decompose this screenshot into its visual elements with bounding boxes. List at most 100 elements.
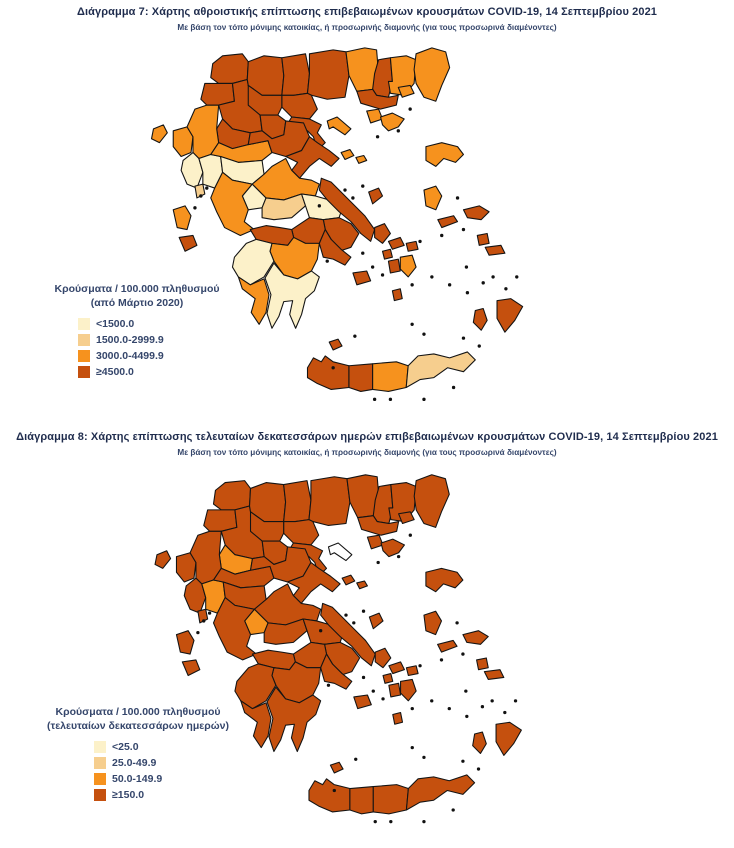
region-kythira [328, 338, 343, 351]
legend-swatch [78, 333, 90, 346]
legend-item: <25.0 [94, 740, 260, 753]
islet-speck [396, 554, 401, 559]
map2-legend-title-line1: Κρούσματα / 100.000 πληθυσμού [55, 706, 221, 718]
islet-speck [396, 129, 400, 133]
islet-speck [410, 706, 414, 711]
islet-speck [344, 613, 348, 617]
islet-speck [361, 609, 366, 613]
islet-speck [410, 322, 414, 326]
legend-label: 25.0-49.9 [112, 756, 157, 769]
region-samos [462, 630, 489, 645]
map1-legend-rows: <1500.0 1500.0-2999.9 3000.0-4499.9 ≥4500.0 [78, 317, 252, 378]
legend-item: ≥4500.0 [78, 365, 252, 378]
islet-speck [430, 275, 434, 279]
legend-label: ≥150.0 [112, 788, 145, 801]
region-argolis [320, 653, 353, 690]
islet-speck [317, 204, 322, 208]
region-thessaloniki [281, 92, 318, 120]
region-lesbos [425, 567, 464, 593]
map1-legend: Κρούσματα / 100.000 πληθυσμού (από Μάρτι… [22, 283, 252, 381]
map1-legend-title: Κρούσματα / 100.000 πληθυσμού (από Μάρτι… [22, 283, 252, 310]
islet-speck [193, 206, 197, 210]
region-zakynthos [181, 659, 201, 677]
region-samothraki [397, 84, 415, 98]
islet-speck [205, 186, 209, 190]
islet-speck [361, 251, 365, 255]
region-florina [210, 53, 249, 84]
islet-speck [447, 283, 452, 287]
legend-swatch [94, 756, 106, 769]
region-lasithi [405, 351, 476, 389]
islet-speck [465, 291, 470, 295]
region-elis [234, 663, 277, 710]
greece-map-14day [154, 474, 522, 824]
region-corfu [150, 124, 168, 144]
islet-speck [464, 689, 468, 693]
region-evros [413, 474, 450, 528]
islet-speck [451, 808, 455, 812]
region-karpathos [472, 731, 487, 754]
region-tinos [388, 661, 405, 675]
region-andros [374, 223, 391, 244]
region-preveza [180, 151, 204, 189]
map-section-14day: Διάγραμμα 8: Χάρτης επίπτωσης τελευταίων… [0, 425, 734, 848]
region-andros [374, 647, 392, 669]
islet-speck [351, 196, 355, 200]
islet-speck [410, 745, 414, 750]
islet-speck [465, 714, 469, 719]
legend-label: 1500.0-2999.9 [96, 333, 164, 346]
islet-speck [199, 194, 203, 198]
region-imathia [247, 84, 283, 116]
region-mykonos [405, 665, 419, 677]
region-chios [423, 185, 443, 211]
islet-speck [504, 287, 508, 291]
region-rethymno [349, 786, 374, 815]
islet-speck [343, 188, 347, 192]
islet-speck [440, 233, 444, 238]
legend-label: 3000.0-4499.9 [96, 349, 164, 362]
region-kavala [356, 88, 399, 110]
region-aetolia [212, 597, 257, 661]
map-section-cumulative: Διάγραμμα 7: Χάρτης αθροιστικής επίπτωση… [22, 6, 657, 402]
region-imathia [249, 511, 285, 542]
region-kilkis [281, 53, 311, 96]
islet-speck [326, 683, 331, 687]
region-paros [388, 682, 402, 698]
islet-speck [371, 689, 375, 693]
region-lemnos [380, 538, 405, 558]
islet-speck [373, 820, 377, 824]
region-tinos [387, 236, 405, 250]
islet-speck [461, 652, 465, 656]
islet-speck [376, 560, 380, 565]
map2-title: Διάγραμμα 8: Χάρτης επίπτωσης τελευταίων… [16, 431, 718, 443]
islet-speck [381, 697, 385, 701]
region-naxos [400, 678, 417, 702]
region-evros [413, 47, 451, 102]
legend-label: ≥4500.0 [96, 365, 134, 378]
region-sporades [341, 574, 368, 590]
islet-speck [490, 699, 494, 703]
islet-speck [207, 611, 212, 615]
islet-speck [354, 757, 358, 761]
legend-swatch [94, 740, 106, 753]
region-serres [308, 476, 351, 526]
legend-item: 1500.0-2999.9 [78, 333, 252, 346]
region-kalymnos [476, 657, 489, 671]
islet-speck [464, 265, 469, 269]
legend-swatch [94, 788, 106, 801]
region-heraklion [372, 784, 409, 815]
region-kythira [329, 761, 344, 774]
islet-speck [451, 385, 456, 390]
region-lasithi [405, 774, 476, 811]
region-trikala [210, 140, 273, 163]
region-naxos [399, 254, 417, 278]
islet-speck [325, 259, 329, 263]
region-preveza [183, 577, 207, 614]
legend-item: 25.0-49.9 [94, 756, 260, 769]
islet-speck [389, 820, 393, 824]
islet-speck [331, 366, 335, 370]
islet-speck [455, 621, 459, 625]
islet-speck [439, 658, 444, 662]
islet-speck [319, 629, 323, 633]
region-corfu [154, 550, 172, 569]
